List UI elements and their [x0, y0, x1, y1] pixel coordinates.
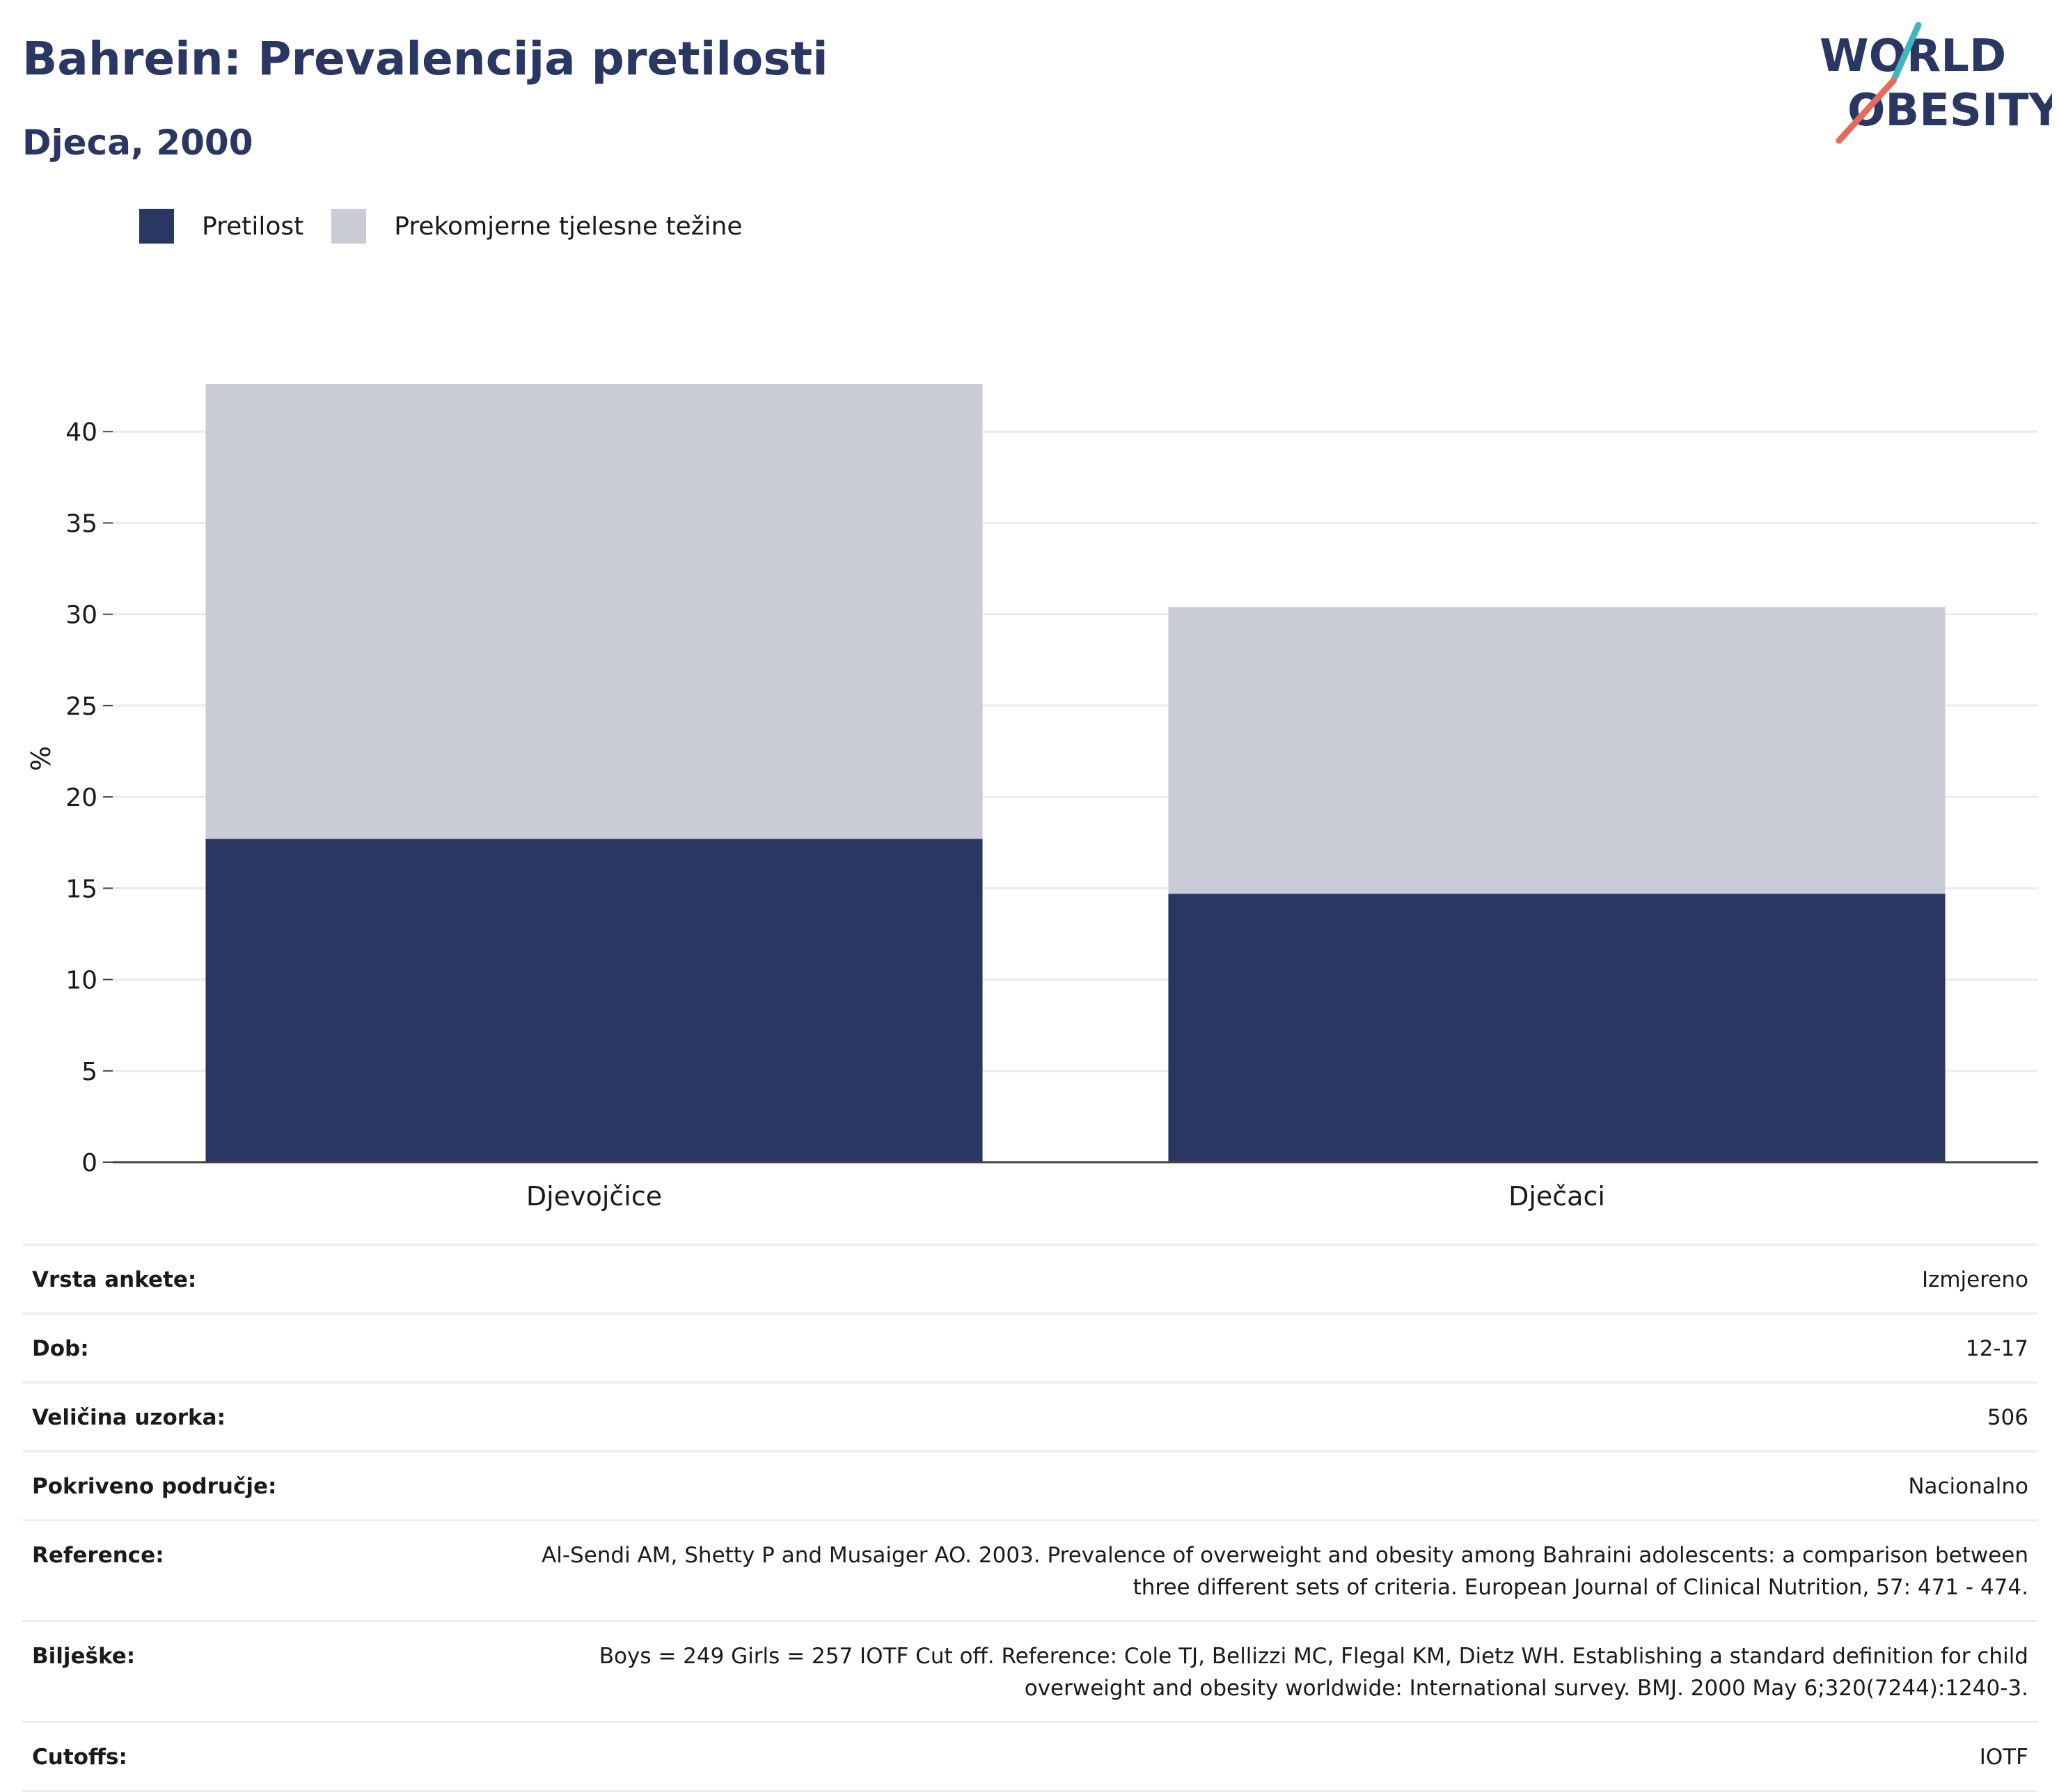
- stacked-bar-chart: 0 5 10 15 20 25 30 35 40 Djevojčice Dječaci %: [26, 384, 2038, 1211]
- bar-prekomjerne-0[interactable]: [205, 384, 983, 839]
- details-row: Vrsta ankete: Izmjereno: [22, 1244, 2038, 1313]
- bar-pretilost-0[interactable]: [205, 839, 983, 1162]
- details-value: Izmjereno: [1921, 1267, 2028, 1292]
- details-label: Pokriveno područje:: [32, 1474, 277, 1499]
- chart-subtitle: Djeca, 2000: [22, 122, 253, 163]
- y-tick-label: 25: [65, 692, 97, 721]
- details-label: Vrsta ankete:: [32, 1267, 197, 1292]
- details-value: Boys = 249 Girls = 257 IOTF Cut off. Ref…: [599, 1644, 2028, 1701]
- details-row: Cutoffs: IOTF: [22, 1721, 2038, 1792]
- details-value: 12-17: [1965, 1336, 2028, 1361]
- y-tick-label: 30: [65, 601, 97, 630]
- x-tick-label: Dječaci: [1508, 1181, 1605, 1211]
- legend-label-pretilost: Pretilost: [202, 212, 304, 241]
- y-tick-label: 10: [65, 967, 97, 995]
- details-value: Al-Sendi AM, Shetty P and Musaiger AO. 2…: [542, 1543, 2028, 1600]
- x-tick-label: Djevojčice: [526, 1181, 662, 1211]
- x-axis: Djevojčice Dječaci: [113, 1161, 2038, 1211]
- chart-title: Bahrein: Prevalencija pretilosti: [22, 32, 828, 86]
- legend-item-prekomjerne[interactable]: Prekomjerne tjelesne težine: [331, 209, 743, 244]
- y-tick-label: 5: [81, 1058, 97, 1086]
- legend-swatch-pretilost: [139, 209, 174, 244]
- details-row: Dob: 12-17: [22, 1313, 2038, 1381]
- logo-line-obesity: OBESITY: [1847, 85, 2052, 136]
- details-label: Veličina uzorka:: [32, 1405, 226, 1430]
- y-tick-label: 15: [65, 875, 97, 903]
- details-label: Bilješke:: [32, 1644, 136, 1669]
- legend-swatch-prekomjerne: [331, 209, 367, 244]
- y-tick-label: 0: [81, 1149, 97, 1178]
- details-row: Bilješke: Boys = 249 Girls = 257 IOTF Cut…: [22, 1620, 2038, 1721]
- survey-details-table: Vrsta ankete: Izmjereno Dob: 12-17 Veličina …: [22, 1244, 2038, 1792]
- details-label: Dob:: [32, 1336, 89, 1361]
- details-row: Reference: Al-Sendi AM, Shetty P and Musa…: [22, 1519, 2038, 1620]
- logo-teal-stroke: [1890, 22, 1922, 84]
- details-label: Cutoffs:: [32, 1745, 127, 1770]
- details-row: Pokriveno područje: Nacionalno: [22, 1450, 2038, 1519]
- world-obesity-logo: WORLD OBESITY: [1820, 22, 2052, 144]
- legend-label-prekomjerne: Prekomjerne tjelesne težine: [394, 212, 743, 241]
- details-value: IOTF: [1979, 1745, 2028, 1770]
- details-value: Nacionalno: [1908, 1474, 2028, 1499]
- y-tick-label: 40: [65, 418, 97, 447]
- y-tick-label: 35: [65, 509, 97, 538]
- bar-pretilost-1[interactable]: [1168, 894, 1946, 1162]
- y-axis-label: %: [26, 746, 56, 771]
- logo-coral-stroke: [1836, 77, 1897, 144]
- y-tick-label: 20: [65, 784, 97, 812]
- details-label: Reference:: [32, 1543, 164, 1568]
- legend-item-pretilost[interactable]: Pretilost: [139, 209, 303, 244]
- bar-prekomjerne-1[interactable]: [1168, 607, 1946, 894]
- details-row: Veličina uzorka: 506: [22, 1381, 2038, 1450]
- details-value: 506: [1987, 1405, 2028, 1430]
- bars: [205, 384, 1946, 1162]
- y-axis: 0 5 10 15 20 25 30 35 40: [65, 418, 113, 1178]
- chart-legend: Pretilost Prekomjerne tjelesne težine: [139, 205, 771, 247]
